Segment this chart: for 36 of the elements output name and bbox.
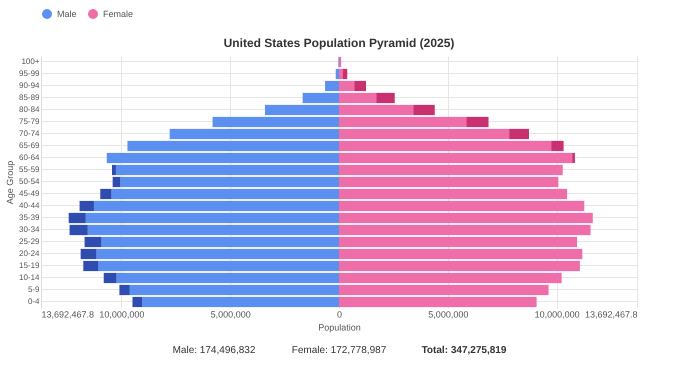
y-tick-label: 20-24 bbox=[19, 249, 40, 258]
y-tick-label: 60-64 bbox=[19, 153, 40, 162]
y-tick-label: 90-94 bbox=[19, 81, 40, 90]
y-tick-label: 65-69 bbox=[19, 141, 40, 150]
x-tick-label: 5,000,000 bbox=[210, 310, 251, 320]
x-tick-label: 10,000,000 bbox=[534, 310, 580, 320]
y-tick-label: 50-54 bbox=[19, 177, 40, 186]
y-tick-label: 35-39 bbox=[19, 213, 40, 222]
y-tick-label: 70-74 bbox=[19, 129, 40, 138]
y-tick-label: 0-4 bbox=[28, 297, 40, 306]
x-tick-label: 0 bbox=[336, 310, 342, 320]
legend-label: Male bbox=[57, 9, 77, 19]
text: Total: 347,275,819 bbox=[422, 345, 507, 356]
y-axis-title: Age Group bbox=[5, 160, 16, 204]
x-tick-label: 10,000,000 bbox=[99, 310, 144, 320]
text: Male: 174,496,832 bbox=[172, 345, 256, 356]
y-tick-label: 55-59 bbox=[19, 165, 40, 174]
x-tick-label: 13,692,467.8 bbox=[42, 310, 94, 320]
x-axis-title: Population bbox=[318, 322, 361, 332]
y-tick-label: 40-44 bbox=[19, 201, 40, 210]
x-tick-label: 13,692,467.8 bbox=[584, 310, 638, 320]
chart-title: United States Population Pyramid (2025) bbox=[224, 36, 454, 50]
y-tick-label: 75-79 bbox=[19, 117, 40, 126]
y-tick-label: 5-9 bbox=[28, 285, 40, 294]
y-tick-label: 45-49 bbox=[19, 189, 40, 198]
y-tick-label: 100+ bbox=[21, 57, 40, 66]
y-tick-label: 25-29 bbox=[19, 237, 40, 246]
y-tick-label: 10-14 bbox=[19, 273, 40, 282]
text: Female: 172,778,987 bbox=[292, 345, 387, 356]
y-tick-label: 15-19 bbox=[19, 261, 40, 270]
y-tick-label: 80-84 bbox=[19, 105, 40, 114]
y-tick-label: 30-34 bbox=[19, 225, 40, 234]
y-tick-label: 85-89 bbox=[19, 93, 40, 102]
x-tick-label: 5,000,000 bbox=[428, 310, 468, 320]
y-tick-label: 95-99 bbox=[19, 69, 40, 78]
legend-label: Female bbox=[103, 9, 134, 19]
